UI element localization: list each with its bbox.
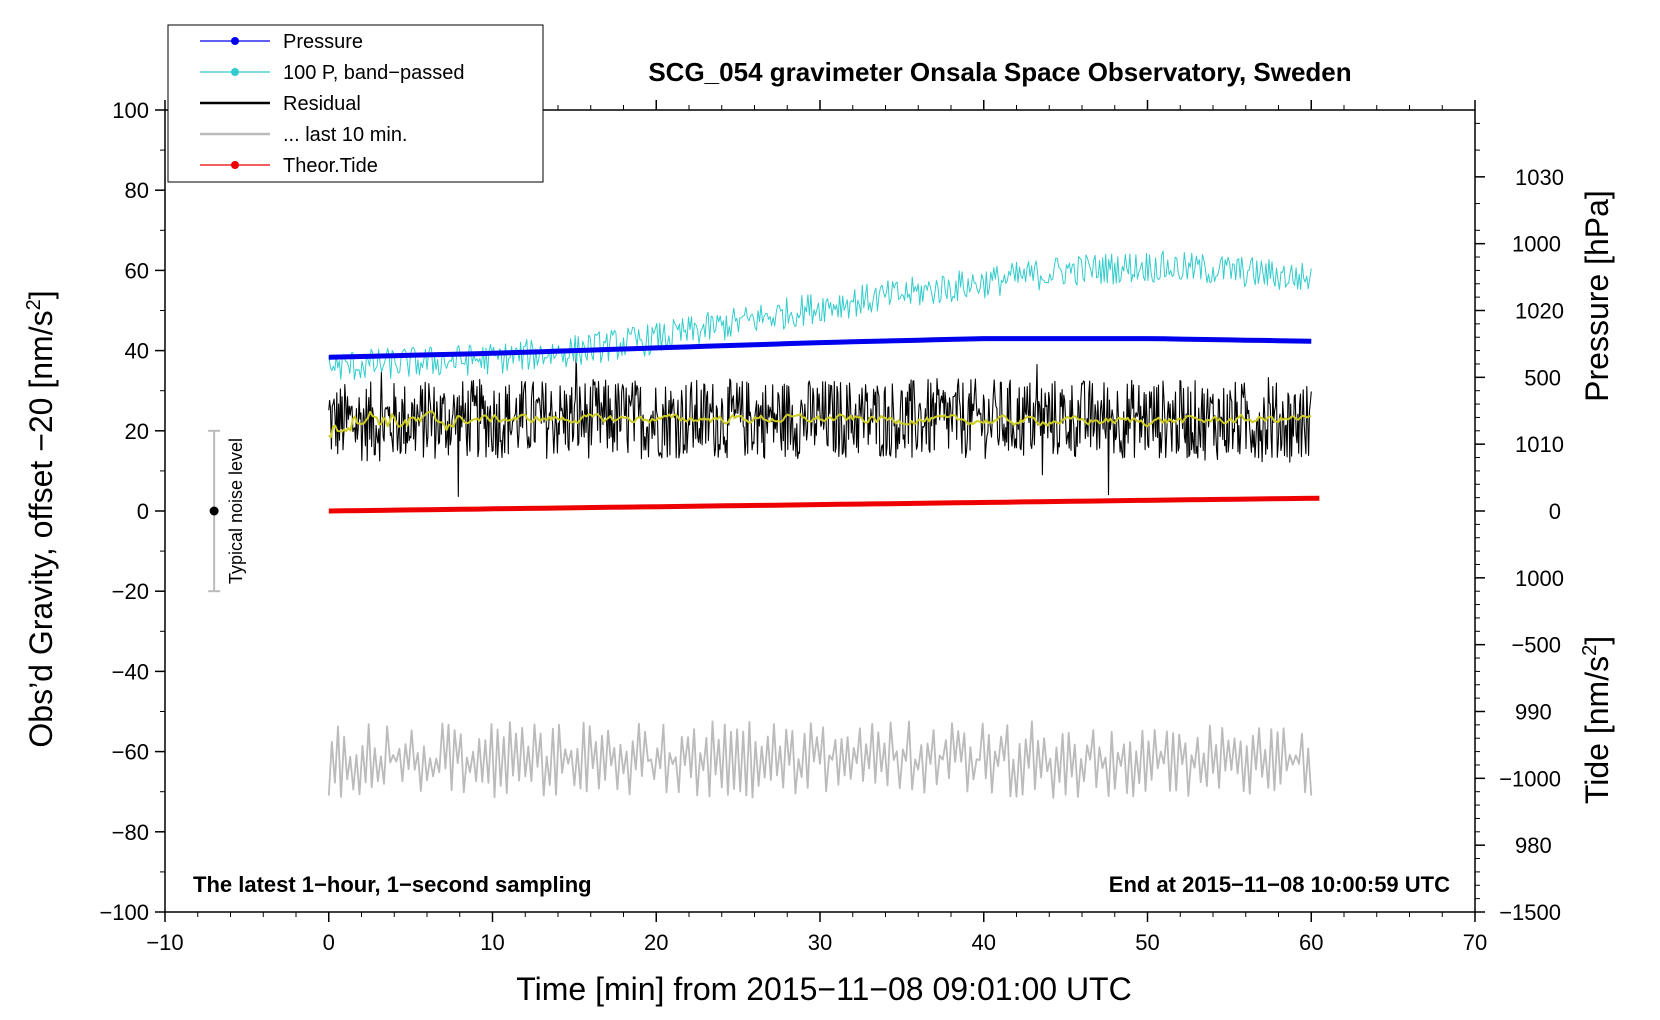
y-tick-label: 0: [137, 499, 149, 524]
pressure-tick-label: 1010: [1515, 432, 1564, 457]
x-tick-label: 0: [323, 930, 335, 955]
y-axis-title-sup: 2: [23, 299, 45, 310]
legend-marker: [231, 161, 239, 169]
tide-tick-label: −1000: [1499, 766, 1561, 791]
end-time-note: End at 2015−11−08 10:00:59 UTC: [1109, 872, 1450, 897]
legend-marker: [231, 37, 239, 45]
y-axis-title: Obs’d Gravity, offset −20 [nm/s2]: [23, 290, 59, 747]
x-tick-label: 40: [972, 930, 996, 955]
series-layer: [327, 250, 1320, 799]
x-tick-label: 50: [1135, 930, 1159, 955]
x-tick-label: 20: [644, 930, 668, 955]
y-tick-label: 20: [125, 419, 149, 444]
tide-axis-title-end: ]: [1579, 636, 1615, 645]
tide-tick-label: 500: [1524, 365, 1561, 390]
noise-label: Typical noise level: [226, 438, 246, 584]
legend-label: Residual: [283, 93, 361, 115]
sampling-note: The latest 1−hour, 1−second sampling: [193, 872, 592, 897]
y-axis-pressure: 980 990 1000 1010 1020 1030: [1475, 122, 1564, 900]
y-axis-title-main: Obs’d Gravity, offset −20 [nm/s: [23, 310, 59, 747]
series-100-p-band-passed: [328, 250, 1312, 380]
series-residual-smoothed: [328, 410, 1312, 439]
legend-label: Theor.Tide: [283, 155, 378, 177]
pressure-tick-label: 1030: [1515, 165, 1564, 190]
tide-tick-label: 1000: [1512, 232, 1561, 257]
y-axis-tide: −1500 −1000 −500 0 500 1000: [1475, 232, 1561, 925]
y-axis-gravity: −100 −80 −60 −40 −20 0 20 40 60 80 100: [99, 98, 165, 925]
y-tick-label: 80: [125, 178, 149, 203]
pressure-tick-label: 1000: [1515, 566, 1564, 591]
noise-dot: [209, 506, 219, 516]
series-last-10-min: [327, 720, 1313, 799]
tide-axis-title-main: Tide [nm/s: [1579, 656, 1615, 804]
y-tick-label: −60: [112, 740, 149, 765]
y-tick-label: −100: [99, 900, 149, 925]
tide-tick-label: −1500: [1499, 900, 1561, 925]
y-tick-label: 60: [125, 258, 149, 283]
y-tick-label: −20: [112, 579, 149, 604]
series-theor-tide: [328, 495, 1320, 514]
series-residual: [328, 352, 1312, 498]
pressure-axis-title: Pressure [hPa]: [1579, 190, 1615, 402]
legend-label: ... last 10 min.: [283, 124, 408, 146]
y-tick-label: 40: [125, 339, 149, 364]
pressure-tick-label: 990: [1515, 700, 1552, 725]
chart-title: SCG_054 gravimeter Onsala Space Observat…: [648, 57, 1351, 87]
noise-indicator: Typical noise level: [208, 429, 246, 593]
x-tick-label: 30: [808, 930, 832, 955]
tide-axis-title-sup: 2: [1579, 645, 1601, 656]
y-tick-label: −40: [112, 659, 149, 684]
legend-label: 100 P, band−passed: [283, 62, 464, 84]
legend-marker: [231, 68, 239, 76]
tide-tick-label: −500: [1511, 633, 1561, 658]
pressure-tick-label: 1020: [1515, 299, 1564, 324]
x-tick-label: −10: [146, 930, 183, 955]
y-tick-label: −80: [112, 820, 149, 845]
x-tick-label: 10: [480, 930, 504, 955]
tide-axis-title: Tide [nm/s2]: [1579, 636, 1615, 804]
series-pressure: [328, 336, 1312, 360]
tide-tick-label: 0: [1549, 499, 1561, 524]
x-axis-title: Time [min] from 2015−11−08 09:01:00 UTC: [516, 971, 1131, 1007]
x-axis: −10 0 10 20 30 40 50 60 70: [146, 100, 1487, 955]
x-tick-label: 60: [1299, 930, 1323, 955]
y-axis-title-end: ]: [23, 290, 59, 299]
legend: Pressure 100 P, band−passed Residual ... la…: [167, 24, 544, 183]
y-tick-label: 100: [112, 98, 149, 123]
legend-label: Pressure: [283, 31, 363, 53]
pressure-tick-label: 980: [1515, 833, 1552, 858]
x-tick-label: 70: [1463, 930, 1487, 955]
